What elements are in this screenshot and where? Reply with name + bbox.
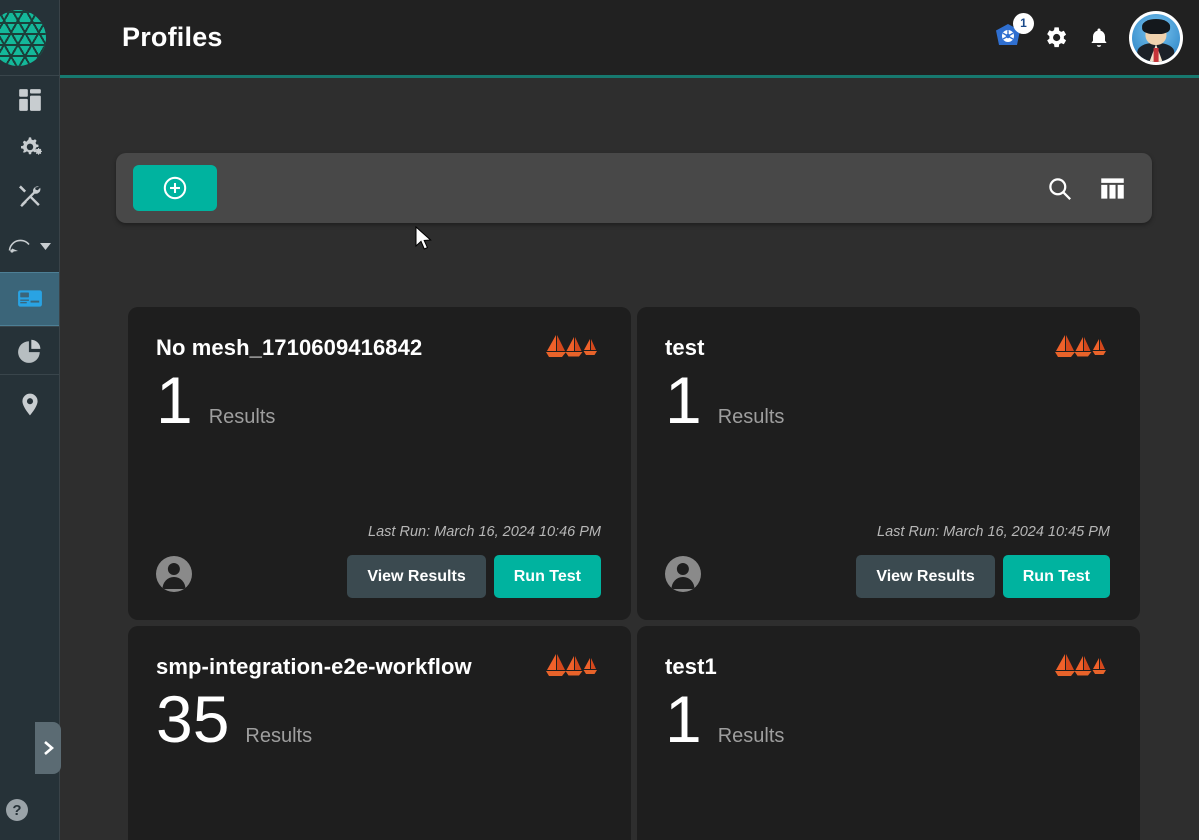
page-title: Profiles bbox=[122, 22, 223, 52]
sidebar-expand-button[interactable] bbox=[35, 722, 61, 774]
kubernetes-cluster-button[interactable]: 1 bbox=[992, 12, 1034, 54]
run-test-button[interactable]: Run Test bbox=[493, 555, 601, 598]
run-test-button[interactable]: Run Test bbox=[1002, 555, 1110, 598]
profile-title: smp-integration-e2e-workflow bbox=[156, 654, 472, 679]
table-columns-icon[interactable] bbox=[1099, 175, 1126, 202]
profile-card[interactable]: test1 1 Results bbox=[637, 626, 1140, 840]
profile-result-count: 1 bbox=[665, 363, 702, 437]
sidebar-nav bbox=[0, 76, 59, 434]
view-results-button[interactable]: View Results bbox=[347, 555, 486, 598]
gauge-icon bbox=[8, 239, 30, 253]
gears-icon bbox=[20, 137, 42, 155]
profile-results-label: Results bbox=[717, 406, 785, 428]
pie-chart-icon bbox=[17, 339, 40, 363]
profile-last-run: Last Run: March 16, 2024 10:45 PM bbox=[877, 524, 1110, 540]
meshery-logo[interactable] bbox=[0, 0, 60, 76]
profile-title: No mesh_1710609416842 bbox=[156, 335, 423, 360]
chevron-down-icon bbox=[40, 243, 51, 250]
sailboats-icon bbox=[546, 335, 597, 357]
notifications-button[interactable] bbox=[1087, 25, 1111, 51]
profile-title: test1 bbox=[665, 654, 717, 679]
sailboats-icon bbox=[546, 654, 597, 676]
profile-results-label: Results bbox=[245, 725, 313, 747]
profile-card[interactable]: No mesh_1710609416842 1 Results bbox=[128, 307, 631, 620]
search-icon[interactable] bbox=[1046, 175, 1073, 202]
profile-result-count: 35 bbox=[156, 682, 230, 756]
profile-title: test bbox=[665, 335, 705, 360]
map-pin-icon bbox=[21, 393, 38, 415]
profile-monitor-icon bbox=[17, 290, 42, 307]
tools-icon bbox=[18, 185, 40, 208]
profile-card[interactable]: test 1 Results bbox=[637, 307, 1140, 620]
profile-results-label: Results bbox=[717, 725, 785, 747]
bell-icon bbox=[1091, 28, 1107, 47]
profile-results-label: Results bbox=[208, 406, 276, 428]
chevron-right-icon bbox=[44, 741, 54, 755]
gear-icon bbox=[1047, 27, 1067, 48]
sidebar: ? bbox=[0, 0, 61, 840]
view-results-button[interactable]: View Results bbox=[856, 555, 995, 598]
main-content: No mesh_1710609416842 1 Results bbox=[60, 78, 1199, 840]
profiles-grid: No mesh_1710609416842 1 Results bbox=[128, 307, 1140, 840]
profile-card[interactable]: smp-integration-e2e-workflow 35 Results bbox=[128, 626, 631, 840]
help-button[interactable]: ? bbox=[6, 799, 28, 821]
user-avatar[interactable] bbox=[1129, 10, 1183, 65]
add-profile-button[interactable] bbox=[133, 165, 217, 211]
header-actions: 1 bbox=[992, 10, 1183, 65]
kubernetes-badge-count: 1 bbox=[1013, 12, 1034, 34]
plus-circle-icon bbox=[163, 176, 187, 200]
profile-result-count: 1 bbox=[156, 363, 193, 437]
top-header: Profiles bbox=[60, 0, 1199, 78]
profiles-toolbar bbox=[116, 153, 1152, 223]
sidebar-item-configuration[interactable] bbox=[0, 172, 59, 220]
sidebar-item-analytics[interactable] bbox=[0, 326, 59, 374]
profile-owner-avatar[interactable] bbox=[665, 556, 701, 592]
profile-result-count: 1 bbox=[665, 682, 702, 756]
dashboard-grid-icon bbox=[18, 89, 41, 111]
sailboats-icon bbox=[1055, 654, 1106, 676]
settings-button[interactable] bbox=[1042, 24, 1069, 51]
sidebar-item-performance[interactable] bbox=[0, 220, 59, 272]
profile-owner-avatar[interactable] bbox=[156, 556, 192, 592]
sailboats-icon bbox=[1055, 335, 1106, 357]
sidebar-item-location[interactable] bbox=[0, 374, 59, 434]
sidebar-item-profiles[interactable] bbox=[0, 272, 59, 326]
sidebar-item-dashboard[interactable] bbox=[0, 76, 59, 124]
profile-last-run: Last Run: March 16, 2024 10:46 PM bbox=[368, 524, 601, 540]
sidebar-item-lifecycle[interactable] bbox=[0, 124, 59, 172]
